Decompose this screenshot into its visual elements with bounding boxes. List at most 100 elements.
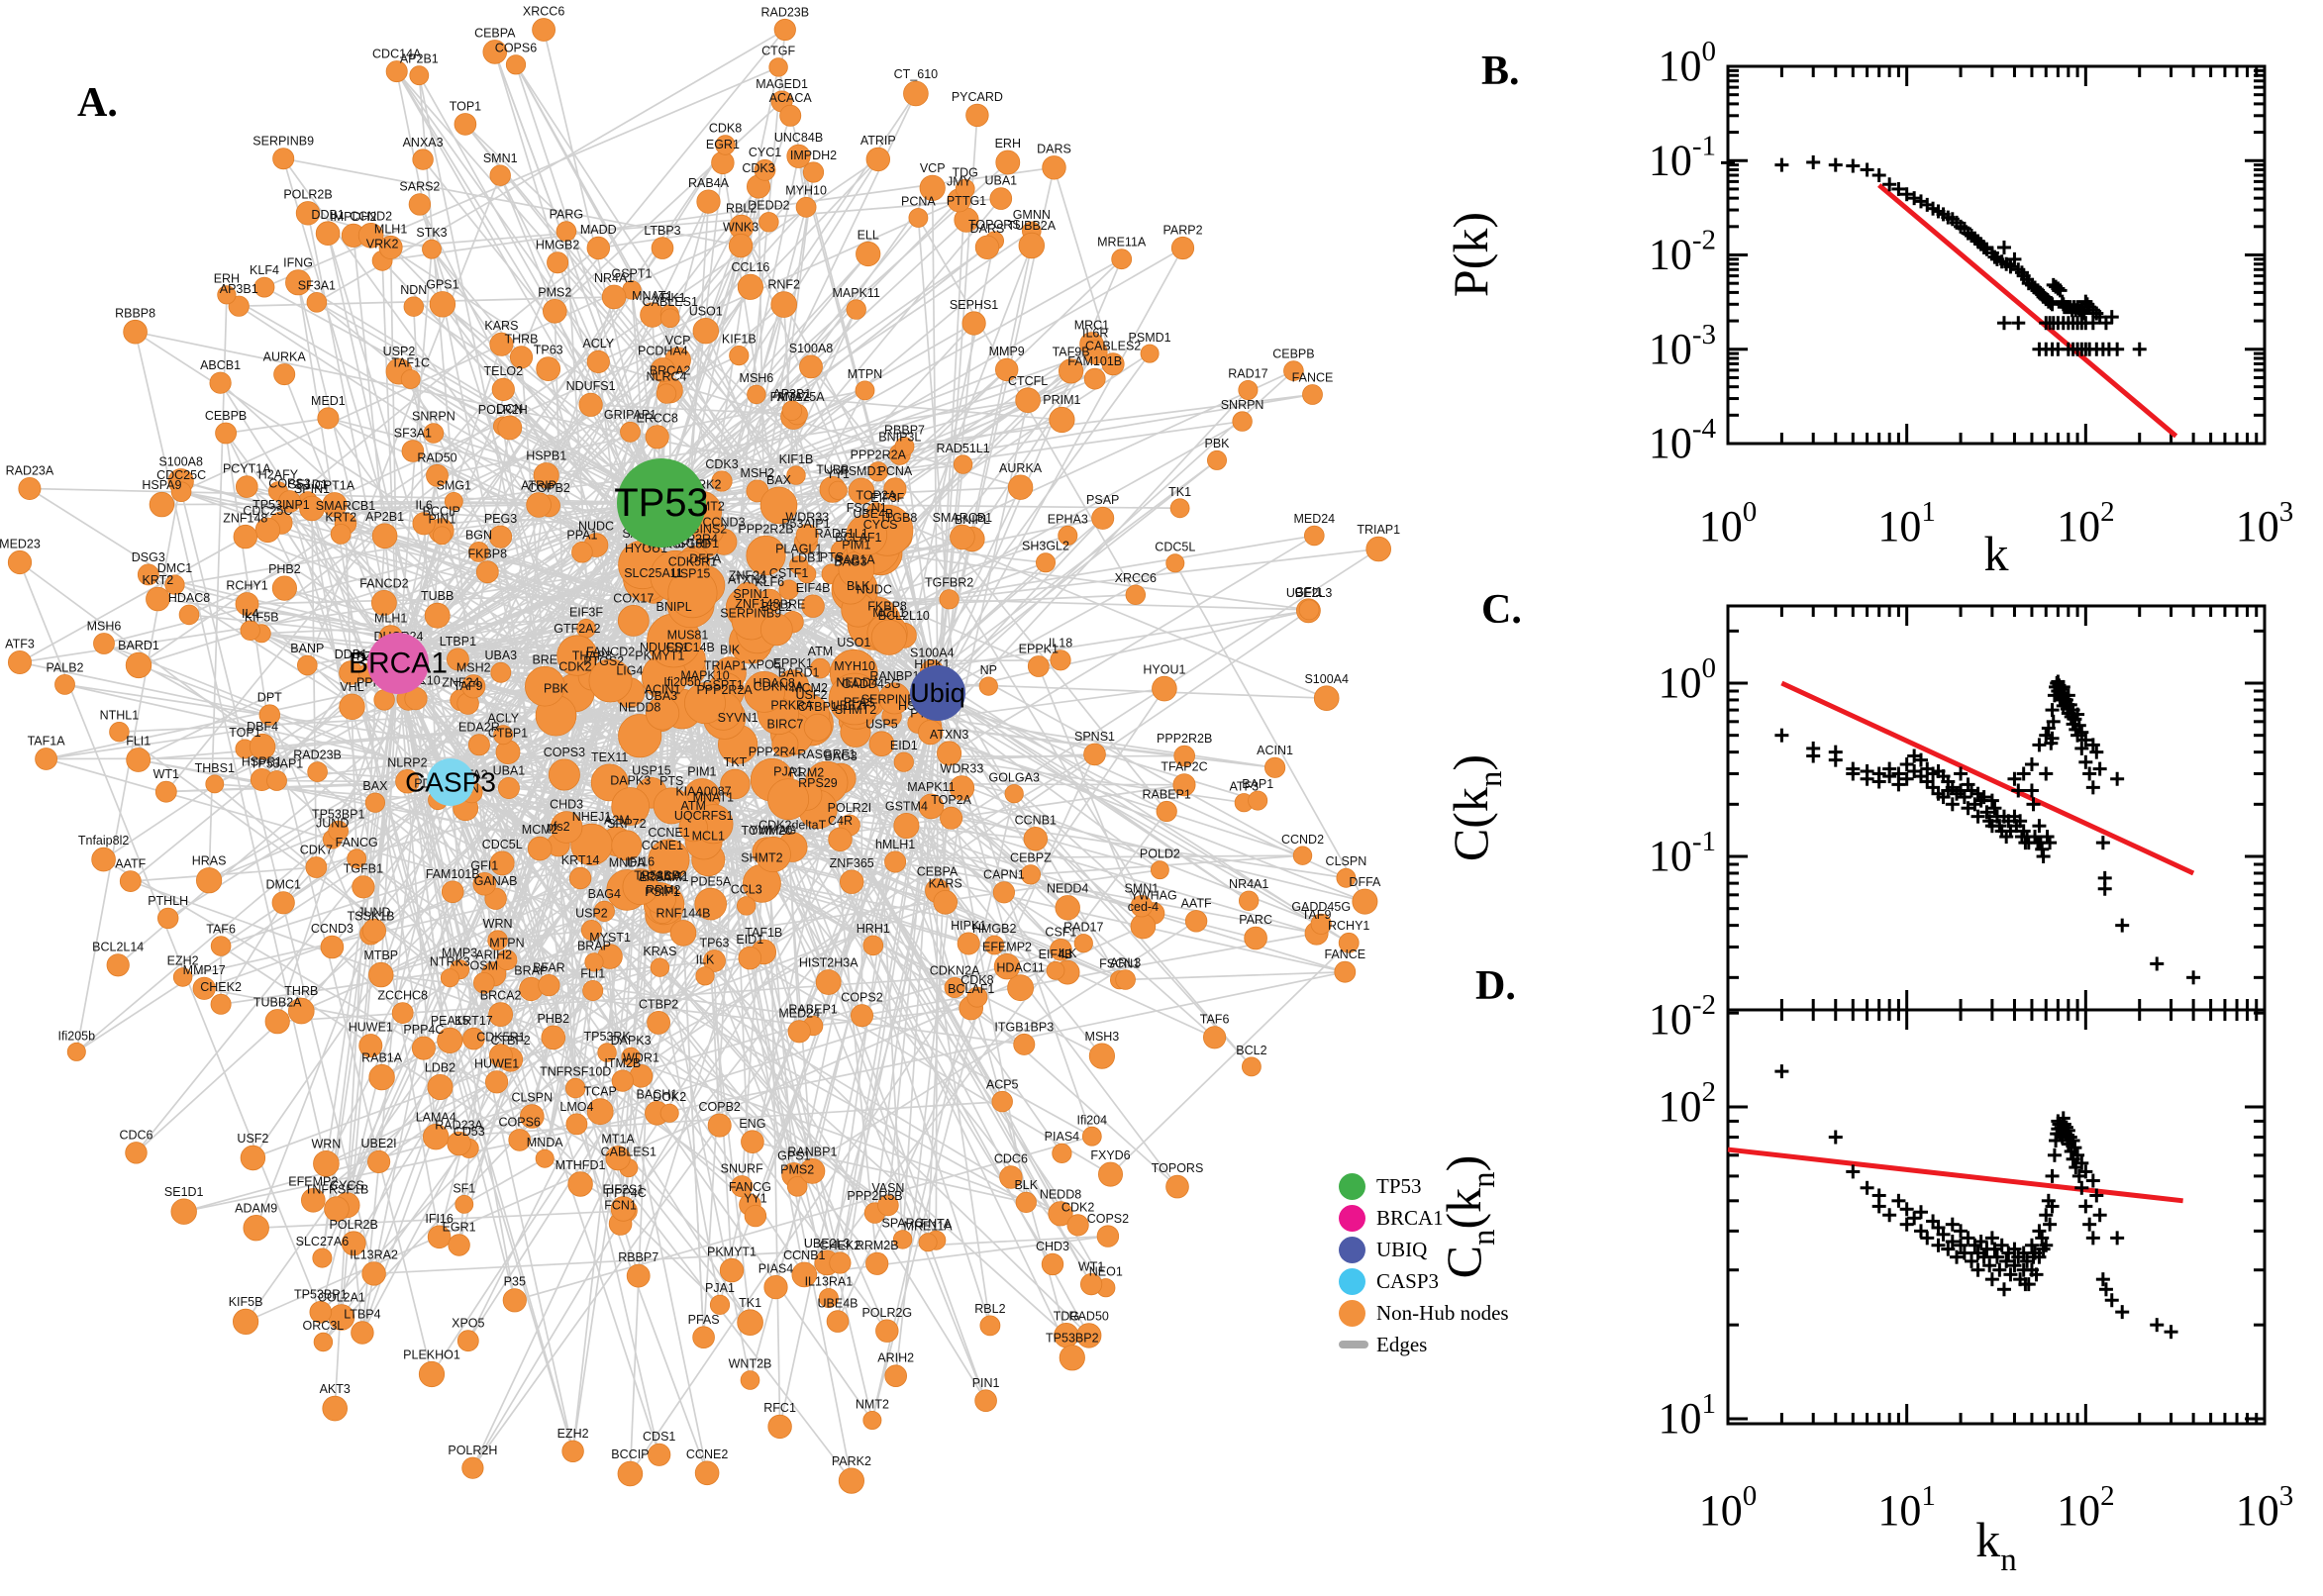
network-node xyxy=(526,492,552,518)
x-tick-label: 100 xyxy=(1699,496,1758,550)
network-node xyxy=(462,1027,485,1050)
network-node xyxy=(489,850,515,876)
network-node xyxy=(883,477,907,501)
network-node xyxy=(357,223,384,249)
network-node xyxy=(754,158,776,181)
y-tick-label: 100 xyxy=(1659,36,1717,90)
network-node xyxy=(1050,649,1071,671)
network-node xyxy=(1075,1323,1102,1348)
network-node xyxy=(984,935,1005,955)
network-node xyxy=(467,734,490,756)
network-node xyxy=(568,866,592,890)
network-node xyxy=(593,900,615,923)
network-node xyxy=(989,187,1013,210)
fit-line xyxy=(1780,680,2195,876)
y-tick-label: 10-1 xyxy=(1649,826,1716,880)
network-node xyxy=(768,57,788,77)
network-node xyxy=(146,586,170,612)
network-node xyxy=(991,1090,1013,1113)
network-node xyxy=(192,976,216,1000)
x-tick-label: 103 xyxy=(2236,496,2294,550)
network-node xyxy=(1052,1143,1072,1164)
x-axis-label: k xyxy=(1984,526,2009,581)
network-node xyxy=(54,674,75,695)
network-node xyxy=(532,18,556,42)
network-node xyxy=(1165,553,1185,573)
network-node xyxy=(233,1308,259,1336)
network-node xyxy=(125,1142,148,1164)
network-node xyxy=(908,208,929,228)
network-node xyxy=(737,896,757,916)
network-node xyxy=(711,470,733,492)
network-node xyxy=(995,357,1019,382)
network-node xyxy=(656,383,677,404)
network-node xyxy=(848,477,875,505)
network-node xyxy=(647,1011,670,1035)
network-node xyxy=(324,1196,350,1222)
y-tick-label: 10-2 xyxy=(1649,225,1716,279)
node-swatch-icon xyxy=(1339,1299,1365,1327)
network-node xyxy=(961,311,986,336)
network-node xyxy=(703,949,726,972)
network-node xyxy=(1172,773,1196,797)
network-node xyxy=(1101,352,1125,376)
network-node xyxy=(728,233,754,258)
network-node xyxy=(955,178,975,199)
network-node xyxy=(395,769,420,794)
network-node xyxy=(1096,1225,1120,1247)
network-node xyxy=(1036,552,1057,573)
legend-item-brca1: BRCA1 xyxy=(1339,1202,1509,1234)
y-tick-label: 10-1 xyxy=(1649,130,1716,184)
network-node xyxy=(1115,969,1136,990)
network-node xyxy=(352,875,375,899)
network-node xyxy=(1310,913,1332,935)
network-node xyxy=(1140,344,1160,363)
network-node xyxy=(1007,474,1034,500)
network-node xyxy=(1082,340,1108,365)
network-node xyxy=(1173,745,1195,767)
legend-item-non-hub-nodes: Non-Hub nodes xyxy=(1339,1297,1509,1329)
x-tick-label: 102 xyxy=(2057,1480,2115,1535)
network-node xyxy=(409,65,430,86)
network-node xyxy=(236,475,258,498)
network-node xyxy=(1292,846,1313,865)
network-node xyxy=(209,371,232,394)
network-node xyxy=(611,830,643,861)
network-node xyxy=(312,1247,333,1268)
network-node xyxy=(1091,506,1115,530)
network-node xyxy=(949,775,975,801)
network-node xyxy=(795,524,819,548)
network-node xyxy=(497,777,520,800)
network-node xyxy=(366,1149,391,1174)
network-node xyxy=(400,369,421,389)
legend-item-tp53: TP53 xyxy=(1339,1170,1509,1202)
y-tick-label: 10-4 xyxy=(1649,413,1717,467)
network-node xyxy=(1088,1043,1116,1069)
legend-label: Edges xyxy=(1376,1332,1428,1356)
network-node xyxy=(799,1158,826,1184)
node-swatch-icon xyxy=(1339,1204,1365,1232)
network-node xyxy=(149,491,175,518)
network-node xyxy=(995,150,1021,175)
network-node xyxy=(737,273,764,300)
network-node xyxy=(944,977,965,999)
network-node xyxy=(285,269,312,296)
network-node xyxy=(1264,756,1286,778)
network-node xyxy=(810,657,831,679)
network-node xyxy=(586,236,611,260)
network-node xyxy=(427,1074,454,1101)
network-node xyxy=(1020,864,1042,885)
network-node xyxy=(233,524,258,549)
network-node xyxy=(795,196,817,218)
network-node xyxy=(621,1047,641,1067)
network-node xyxy=(272,148,295,170)
network-node xyxy=(767,778,810,821)
network-node xyxy=(489,164,511,186)
network-node xyxy=(586,1098,614,1126)
network-node xyxy=(877,1194,899,1217)
data-points xyxy=(1774,1064,2178,1340)
network-node xyxy=(617,1460,644,1487)
